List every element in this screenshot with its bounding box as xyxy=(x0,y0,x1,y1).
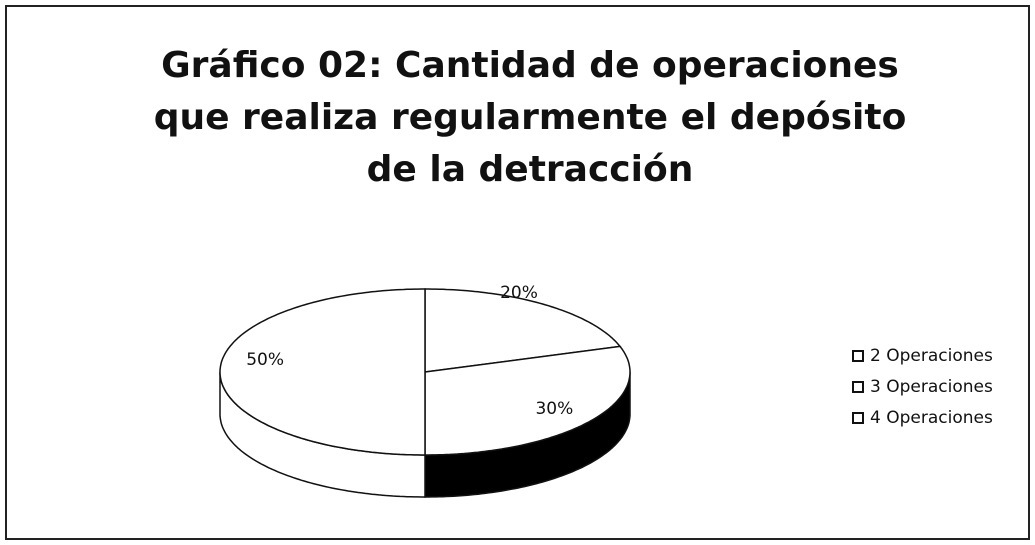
legend-label: 4 Operaciones xyxy=(870,408,993,428)
data-label: 20% xyxy=(500,283,538,303)
chart-title: Gráfico 02: Cantidad de operaciones que … xyxy=(153,45,907,190)
legend-swatch xyxy=(852,412,864,424)
slice xyxy=(219,288,426,456)
legend-swatch xyxy=(852,381,864,393)
slice xyxy=(424,288,622,373)
legend-label: 2 Operaciones xyxy=(870,346,993,366)
slice xyxy=(424,345,631,456)
legend-label: 3 Operaciones xyxy=(870,377,993,397)
data-label: 50% xyxy=(246,350,284,370)
chart-frame xyxy=(5,5,1030,540)
data-label: 30% xyxy=(535,399,573,419)
legend-swatch xyxy=(852,350,864,362)
